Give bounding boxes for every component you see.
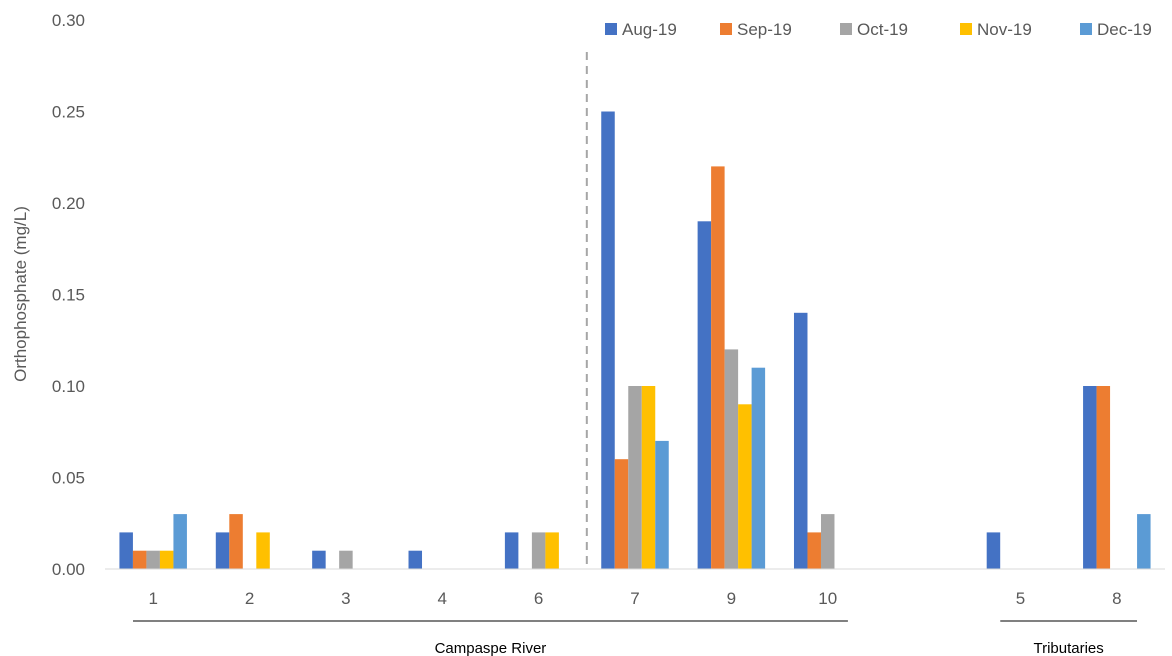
- bar: [724, 349, 739, 569]
- x-tick-label: 3: [341, 589, 350, 608]
- bar: [655, 440, 669, 569]
- bar: [312, 550, 326, 569]
- y-tick-label: 0.10: [52, 377, 85, 396]
- bar: [1096, 386, 1111, 569]
- y-tick-label: 0.15: [52, 286, 85, 305]
- legend: Aug-19 Sep-19 Oct-19 Nov-19 Dec-19: [605, 20, 1152, 39]
- legend-label: Nov-19: [977, 20, 1032, 39]
- y-tick-label: 0.30: [52, 11, 85, 30]
- bar: [601, 111, 615, 569]
- legend-label: Sep-19: [737, 20, 792, 39]
- bar: [711, 166, 725, 569]
- bar: [504, 532, 519, 569]
- y-tick-label: 0.25: [52, 103, 85, 122]
- bar: [119, 532, 133, 569]
- y-axis-title: Orthophosphate (mg/L): [11, 206, 30, 382]
- x-tick-label: 2: [245, 589, 254, 608]
- legend-swatch: [720, 23, 732, 35]
- y-tick-label: 0.05: [52, 469, 85, 488]
- bar: [132, 550, 147, 569]
- legend-swatch: [605, 23, 617, 35]
- bar: [738, 404, 752, 569]
- legend-label: Dec-19: [1097, 20, 1152, 39]
- bar: [641, 386, 656, 569]
- legend-label: Aug-19: [622, 20, 677, 39]
- legend-swatch: [840, 23, 852, 35]
- x-tick-label: 4: [438, 589, 447, 608]
- bar: [256, 532, 270, 569]
- bar: [793, 312, 808, 569]
- bar: [614, 459, 629, 569]
- x-tick-label: 10: [818, 589, 837, 608]
- y-tick-label: 0.00: [52, 560, 85, 579]
- bar: [215, 532, 230, 569]
- x-tick-label: 8: [1112, 589, 1121, 608]
- bar: [531, 532, 546, 569]
- group-label: Tributaries: [1033, 640, 1103, 656]
- bar: [751, 367, 766, 569]
- bar: [986, 532, 1001, 569]
- x-tick-label: 1: [148, 589, 157, 608]
- group-label: Campaspe River: [435, 640, 547, 656]
- bar: [339, 550, 353, 569]
- bar: [820, 514, 835, 569]
- x-tick-label: 6: [534, 589, 543, 608]
- bar: [408, 550, 423, 569]
- x-axis-ticks: 1 2 3 4 6 7 9 10 5 8: [148, 589, 1121, 608]
- legend-swatch: [1080, 23, 1092, 35]
- legend-swatch: [960, 23, 972, 35]
- bars: [119, 111, 1151, 570]
- bar: [545, 532, 559, 569]
- bar: [628, 386, 642, 569]
- legend-label: Oct-19: [857, 20, 908, 39]
- y-axis-ticks: 0.00 0.05 0.10 0.15 0.20 0.25 0.30: [52, 11, 85, 579]
- bar: [1083, 386, 1097, 569]
- bar: [173, 514, 187, 569]
- bar: [697, 221, 712, 570]
- bar: [807, 532, 821, 569]
- bar: [146, 550, 160, 569]
- y-tick-label: 0.20: [52, 194, 85, 213]
- bar: [159, 550, 174, 569]
- category-groups: Campaspe River Tributaries: [133, 620, 1137, 656]
- bar: [229, 514, 243, 569]
- x-tick-label: 9: [727, 589, 736, 608]
- x-tick-label: 7: [630, 589, 639, 608]
- bar: [1137, 514, 1151, 569]
- x-tick-label: 5: [1016, 589, 1025, 608]
